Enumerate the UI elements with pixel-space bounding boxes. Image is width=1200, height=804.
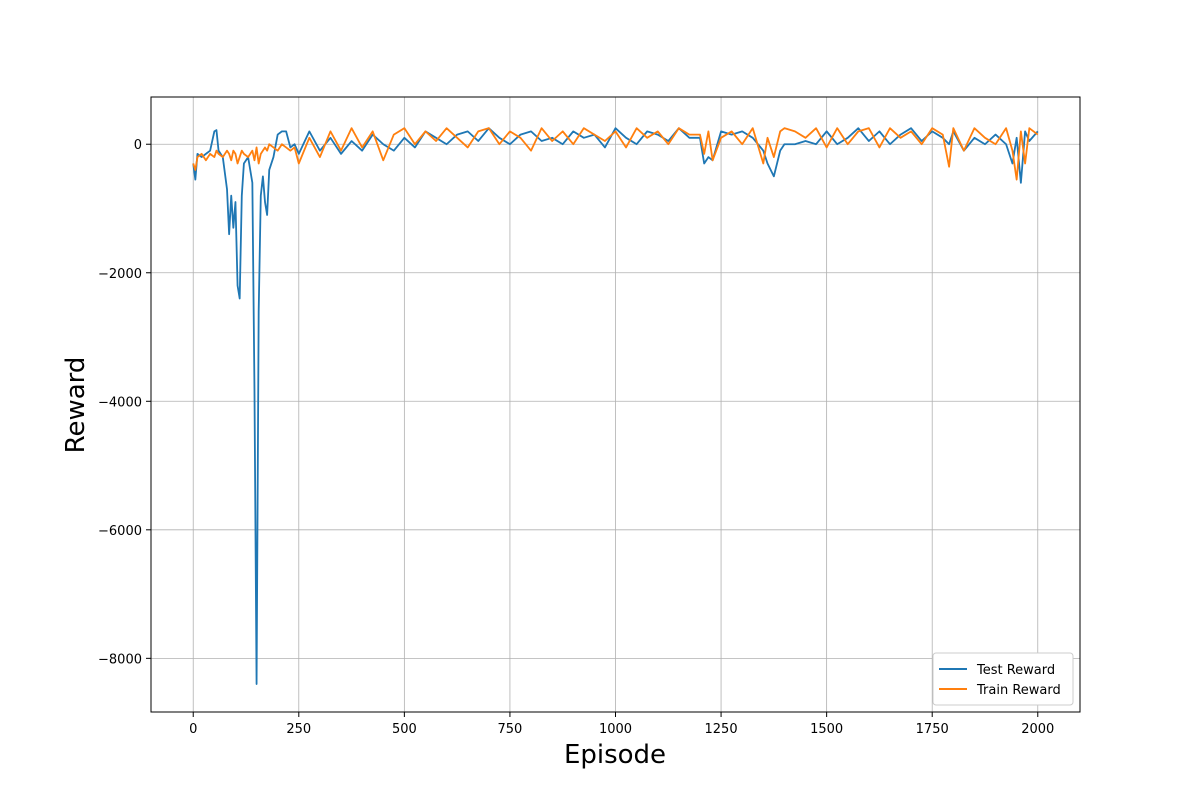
x-tick-label: 500 <box>392 722 417 737</box>
y-tick-label: −8000 <box>98 652 142 667</box>
legend-box <box>932 652 1074 706</box>
x-tick-label: 1500 <box>810 722 843 737</box>
x-tick-label: 0 <box>189 722 197 737</box>
y-tick-label: −4000 <box>98 395 142 410</box>
x-tick-label: 1250 <box>705 722 738 737</box>
x-tick-label: 2000 <box>1021 722 1054 737</box>
legend-label: Test Reward <box>976 663 1055 678</box>
y-tick-label: −2000 <box>98 267 142 282</box>
x-tick-label: 250 <box>286 722 311 737</box>
line-series <box>192 127 1039 685</box>
x-axis-label: Episode <box>564 740 666 770</box>
line-series <box>192 127 1039 181</box>
y-axis-label: Reward <box>61 357 91 454</box>
legend-label: Train Reward <box>976 683 1061 698</box>
y-tick-label: 0 <box>134 138 142 153</box>
x-tick-label: 1750 <box>916 722 949 737</box>
y-tick-label: −6000 <box>98 524 142 539</box>
x-tick-label: 750 <box>498 722 523 737</box>
plot-frame <box>150 96 1081 713</box>
x-tick-label: 1000 <box>599 722 632 737</box>
